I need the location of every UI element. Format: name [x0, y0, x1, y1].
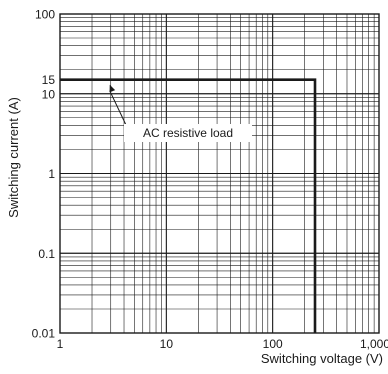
y-tick-label: 100: [35, 8, 55, 22]
annotation-label-background: [124, 124, 252, 142]
y-tick-label: 10: [42, 87, 56, 101]
annotation-layer: AC resistive load: [109, 84, 252, 142]
annotation-arrowhead: [109, 84, 116, 93]
x-tick-label: 1,000: [360, 337, 388, 351]
y-axis-label: Switching current (A): [6, 97, 21, 218]
series-layer: [60, 78, 317, 333]
y-tick-label: 15: [42, 73, 56, 87]
annotation-arrow: [109, 90, 127, 126]
y-tick-label: 0.01: [32, 327, 56, 341]
grid-lines: [59, 13, 380, 334]
y-tick-label: 1: [48, 167, 55, 181]
x-tick-label: 10: [160, 337, 174, 351]
x-tick-label: 100: [263, 337, 283, 351]
y-tick-label: 0.1: [38, 247, 55, 261]
x-tick-label: 1: [57, 337, 64, 351]
annotation-label: AC resistive load: [143, 126, 233, 140]
plot-frame: [59, 13, 380, 334]
series-line-ac-resistive-load: [60, 78, 317, 333]
x-axis-label: Switching voltage (V): [261, 351, 383, 366]
